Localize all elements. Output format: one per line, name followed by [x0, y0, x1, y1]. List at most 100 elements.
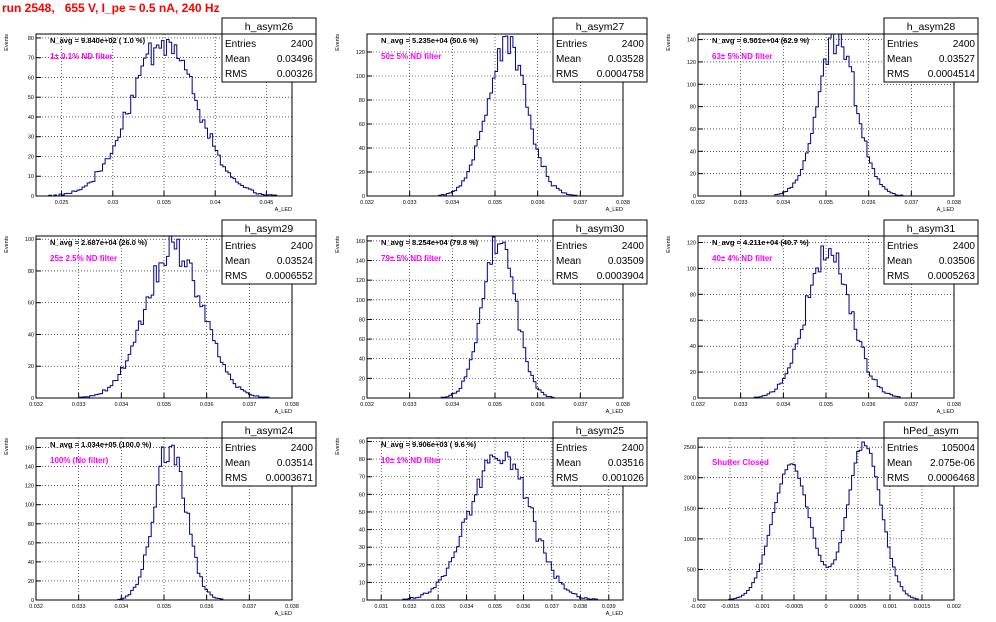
- y-tick-label: 80: [359, 457, 365, 463]
- y-axis-label: Events: [335, 34, 341, 51]
- stats-value-entries: 105004: [942, 443, 976, 454]
- x-tick-label: 0.039: [602, 604, 616, 610]
- y-tick-label: 20: [359, 563, 365, 569]
- stats-label-rms: RMS: [225, 271, 248, 282]
- x-tick-label: 0.033: [403, 402, 417, 408]
- x-tick-label: 0.035: [157, 402, 171, 408]
- navg-label: N_avg = 2.687e+04 (26.0 %): [50, 238, 148, 247]
- y-tick-label: 10: [359, 580, 365, 586]
- y-axis-label: Events: [4, 438, 10, 455]
- y-tick-label: 0: [31, 194, 34, 200]
- stats-value-entries: 2400: [291, 241, 314, 252]
- x-tick-label: 0.04: [210, 200, 221, 206]
- stats-box: [552, 219, 648, 285]
- stats-value-rms: 0.0003904: [597, 271, 645, 282]
- x-tick-label: 0.038: [947, 402, 961, 408]
- x-tick-label: 0.034: [776, 200, 790, 206]
- histogram-name: h_asym26: [245, 21, 294, 33]
- x-tick-label: 0.032: [29, 402, 43, 408]
- y-tick-label: 20: [359, 170, 365, 176]
- y-tick-label: 70: [28, 56, 34, 62]
- x-tick-label: 0.037: [904, 200, 918, 206]
- histogram-h_asym24: 0.032 0.033 0.034 0.035 0.036 0.037 0.038 0 20 40…: [4, 421, 317, 617]
- stats-label-entries: Entries: [887, 241, 918, 252]
- y-axis-label: Events: [4, 34, 10, 51]
- x-tick-label: 0.034: [445, 200, 459, 206]
- stats-box: [883, 219, 979, 285]
- stats-label-rms: RMS: [556, 69, 579, 80]
- y-tick-label: 0: [693, 598, 696, 604]
- histogram-h_asym31: 0.032 0.033 0.034 0.035 0.036 0.037 0.038 0 20 40…: [666, 219, 979, 415]
- y-tick-label: 120: [687, 60, 696, 66]
- stats-label-mean: Mean: [887, 54, 912, 65]
- y-tick-label: 40: [359, 146, 365, 152]
- y-tick-label: 40: [359, 357, 365, 363]
- y-tick-label: 100: [25, 503, 34, 509]
- x-axis-label: A_LED: [937, 409, 954, 415]
- x-tick-label: 0.034: [445, 402, 459, 408]
- y-tick-label: 100: [25, 237, 34, 243]
- histogram-bins: [36, 39, 292, 197]
- x-tick-label: 0.032: [360, 402, 374, 408]
- stats-value-mean: 0.03509: [608, 256, 645, 267]
- stats-box: [552, 17, 648, 83]
- y-tick-label: 60: [690, 127, 696, 133]
- x-axis-label: A_LED: [606, 409, 623, 415]
- histogram-h_asym25: 0.031 0.032 0.033 0.034 0.035 0.036 0.037 0.038…: [335, 421, 648, 617]
- stats-label-mean: Mean: [556, 458, 581, 469]
- histogram-name: h_asym31: [907, 223, 956, 235]
- histogram-name: h_asym30: [576, 223, 625, 235]
- stats-label-entries: Entries: [556, 241, 587, 252]
- stats-value-mean: 0.03527: [939, 54, 976, 65]
- filter-label: 25± 2.5% ND filter: [50, 254, 117, 263]
- x-tick-label: 0.035: [819, 200, 833, 206]
- y-tick-label: 0: [31, 396, 34, 402]
- x-tick-label: 0.034: [460, 604, 474, 610]
- stats-label-rms: RMS: [887, 473, 910, 484]
- x-tick-label: 0.033: [734, 200, 748, 206]
- x-tick-label: 0.038: [616, 200, 630, 206]
- x-tick-label: 0.036: [517, 604, 531, 610]
- stats-value-entries: 2400: [953, 39, 976, 50]
- y-tick-label: 0: [693, 194, 696, 200]
- filter-label: 10± 1% ND filter: [381, 456, 441, 465]
- x-tick-label: 0.0005: [850, 604, 867, 610]
- x-axis-label: A_LED: [275, 409, 292, 415]
- y-tick-label: 120: [687, 240, 696, 246]
- histogram-bins: [698, 245, 954, 399]
- stats-value-rms: 0.0004758: [597, 69, 645, 80]
- filter-label: 50± 5% ND filter: [381, 52, 441, 61]
- y-tick-label: 80: [28, 522, 34, 528]
- stats-label-mean: Mean: [556, 256, 581, 267]
- y-tick-label: 80: [359, 317, 365, 323]
- stats-value-mean: 2.075e-06: [930, 458, 975, 469]
- x-tick-label: 0.033: [72, 604, 86, 610]
- stats-label-entries: Entries: [887, 443, 918, 454]
- histogram-bins: [698, 441, 954, 601]
- x-tick-label: 0.036: [531, 200, 545, 206]
- stats-box: [552, 421, 648, 487]
- x-tick-label: 0.034: [114, 604, 128, 610]
- histogram-panel-h_asym29: 0.032 0.033 0.034 0.035 0.036 0.037 0.038 0 20 40…: [0, 214, 320, 415]
- x-axis-label: A_LED: [275, 611, 292, 617]
- x-tick-label: 0.037: [242, 402, 256, 408]
- x-tick-label: -0.001: [754, 604, 770, 610]
- navg-label: N_avg = 4.211e+04 (40.7 %): [712, 238, 809, 247]
- stats-value-rms: 0.001026: [602, 473, 644, 484]
- x-axis-label: A_LED: [606, 207, 623, 213]
- x-tick-label: 0.032: [691, 402, 705, 408]
- stats-value-entries: 2400: [291, 443, 314, 454]
- x-tick-label: 0.038: [285, 604, 299, 610]
- y-tick-label: 1000: [684, 537, 696, 543]
- y-tick-label: 160: [356, 239, 365, 245]
- histogram-panel-hPed_asym: -0.002 -0.0015 -0.001 -0.0005 0 0.0005 0.001 0.…: [662, 416, 982, 616]
- y-tick-label: 0: [693, 396, 696, 402]
- stats-label-mean: Mean: [225, 458, 250, 469]
- x-tick-label: 0.036: [862, 402, 876, 408]
- stats-label-rms: RMS: [887, 69, 910, 80]
- y-tick-label: 20: [690, 370, 696, 376]
- stats-value-rms: 0.0006552: [266, 271, 314, 282]
- stats-value-entries: 2400: [622, 241, 645, 252]
- x-tick-label: -0.0015: [721, 604, 740, 610]
- x-tick-label: 0.031: [374, 604, 388, 610]
